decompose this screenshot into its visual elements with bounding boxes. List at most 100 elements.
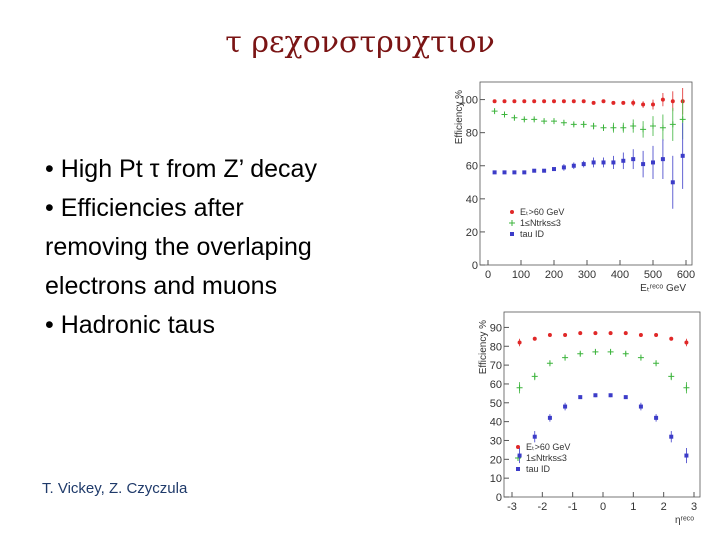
plot-frame — [503, 311, 701, 498]
point — [561, 99, 566, 104]
point — [623, 395, 628, 400]
point — [541, 118, 548, 125]
point — [601, 160, 606, 165]
point — [571, 163, 576, 168]
point — [680, 153, 685, 158]
point — [640, 126, 647, 133]
point — [607, 348, 614, 355]
x-tick-label: 3 — [691, 501, 697, 513]
point — [631, 100, 636, 105]
point — [511, 114, 518, 121]
y-tick-label: 80 — [466, 128, 478, 140]
y-tick-label: 80 — [490, 341, 502, 353]
point — [516, 384, 523, 391]
point — [638, 332, 643, 337]
point — [621, 158, 626, 163]
point — [668, 373, 675, 380]
bullet-line: • Efficiencies after — [45, 194, 244, 222]
point — [601, 99, 606, 104]
point — [562, 354, 569, 361]
point — [532, 336, 537, 341]
point — [581, 99, 586, 104]
point — [591, 160, 596, 165]
point — [654, 332, 659, 337]
point — [593, 331, 598, 336]
bullet-line: removing the overlaping — [45, 233, 312, 261]
point — [492, 170, 497, 175]
point — [561, 165, 566, 170]
point — [669, 121, 676, 128]
point — [683, 384, 690, 391]
point — [542, 99, 547, 104]
legend-label: Eₜ>60 GeV — [526, 442, 570, 452]
point — [571, 99, 576, 104]
point — [531, 373, 538, 380]
y-tick-label: 10 — [490, 473, 502, 485]
point — [611, 100, 616, 105]
x-tick-label: 0 — [485, 269, 491, 281]
point — [531, 116, 538, 123]
point — [620, 124, 627, 131]
point — [570, 121, 577, 128]
point — [532, 99, 537, 104]
point — [638, 404, 643, 409]
point — [577, 350, 584, 357]
plot-frame — [479, 81, 693, 266]
point — [517, 453, 522, 458]
x-tick-label: 500 — [644, 269, 662, 281]
bullet-line: • High Pt τ from Z’ decay — [45, 155, 317, 183]
point — [547, 415, 552, 420]
point — [581, 162, 586, 167]
point — [653, 360, 660, 367]
point — [593, 393, 598, 398]
x-tick-label: 0 — [600, 501, 606, 513]
point — [630, 123, 637, 130]
point — [669, 336, 674, 341]
point — [560, 119, 567, 126]
y-tick-label: 20 — [490, 454, 502, 466]
point — [502, 99, 507, 104]
point — [578, 331, 583, 336]
point — [659, 124, 666, 131]
y-tick-label: 30 — [490, 435, 502, 447]
point — [502, 170, 507, 175]
point — [611, 160, 616, 165]
x-tick-label: -1 — [568, 501, 578, 513]
point — [623, 331, 628, 336]
x-tick-label: -3 — [507, 501, 517, 513]
footer: T. Vickey, Z. Czyczula — [42, 480, 188, 497]
y-tick-label: 40 — [466, 194, 478, 206]
point — [521, 116, 528, 123]
point — [679, 116, 686, 123]
point — [651, 160, 655, 165]
point — [654, 415, 659, 420]
point — [660, 157, 665, 162]
bullet-line: • Hadronic taus — [45, 311, 215, 339]
point — [552, 99, 556, 104]
legend-label: Eₜ>60 GeV — [520, 207, 564, 217]
point — [512, 170, 517, 175]
legend-marker — [516, 467, 520, 471]
y-tick-label: 70 — [490, 360, 502, 372]
x-tick-label: 2 — [661, 501, 667, 513]
point — [670, 99, 675, 104]
x-tick-label: 300 — [578, 269, 596, 281]
point — [590, 123, 597, 130]
x-axis-label: ηʳᵉᶜᵒ — [675, 515, 694, 526]
point — [591, 100, 596, 105]
legend-marker — [509, 220, 515, 226]
point — [491, 108, 498, 115]
legend-label: 1≤Ntrks≤3 — [520, 218, 561, 228]
slide-title: τ ρεχονστρυχτιον — [225, 25, 495, 60]
point — [641, 102, 646, 107]
x-tick-label: 600 — [677, 269, 695, 281]
x-tick-label: -2 — [537, 501, 547, 513]
point — [651, 102, 655, 107]
point — [563, 404, 568, 409]
y-tick-label: 100 — [460, 95, 478, 107]
point — [660, 97, 665, 102]
point — [669, 434, 674, 439]
point — [547, 332, 552, 337]
legend-marker — [516, 445, 520, 449]
